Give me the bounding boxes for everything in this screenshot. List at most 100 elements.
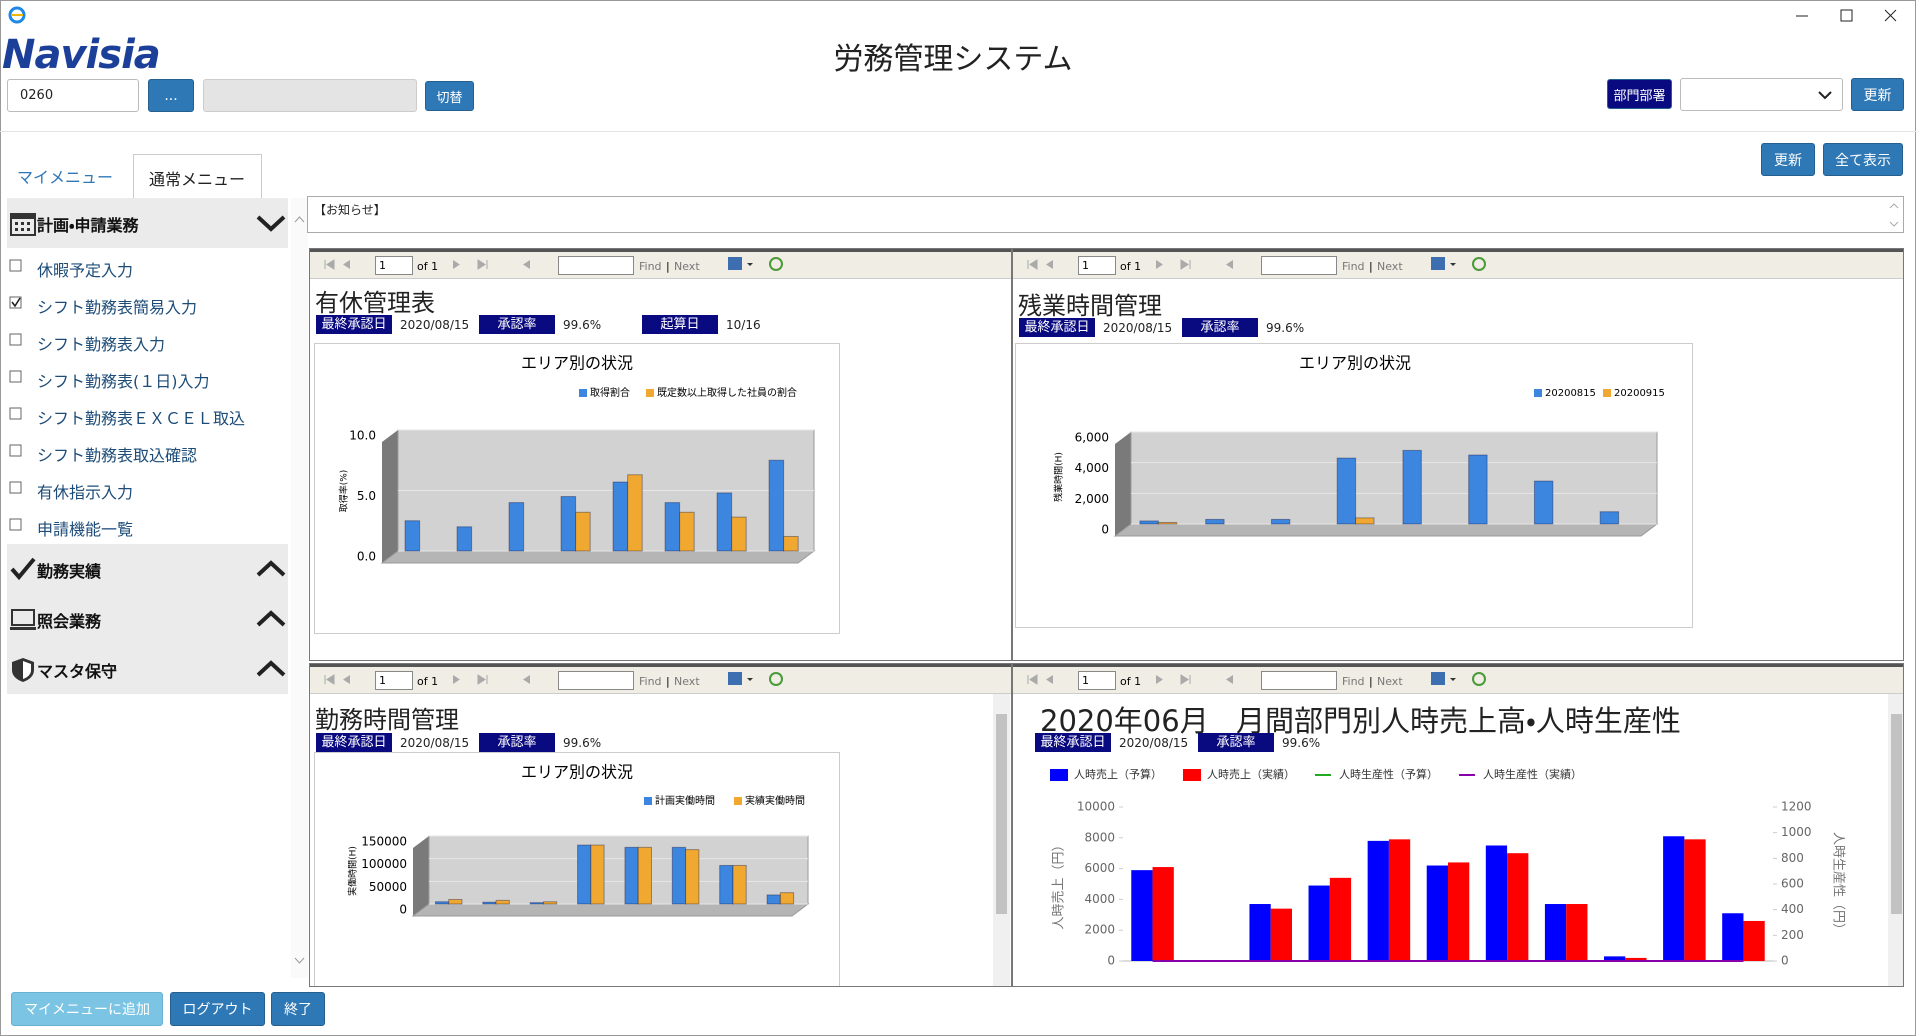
menu-item[interactable]: 申請機能一覧 (7, 507, 288, 544)
find-link[interactable]: Find (1342, 675, 1365, 688)
toolbar-icons[interactable] (1013, 667, 1493, 693)
next-link[interactable]: Next (1377, 675, 1403, 688)
toolbar-icons[interactable] (310, 667, 790, 693)
bar (456, 526, 473, 552)
bar (1604, 956, 1626, 961)
toolbar-icons[interactable] (310, 252, 790, 278)
panel-scrollbar[interactable] (1888, 694, 1903, 986)
update-button[interactable]: 更新 (1851, 78, 1904, 111)
menu-section[interactable]: 計画・申請業務 (7, 198, 288, 248)
bar (590, 844, 605, 905)
app-title: 労務管理システム (833, 42, 1073, 77)
find-link[interactable]: Find (1342, 260, 1365, 273)
find-input[interactable] (558, 671, 634, 690)
dept-select[interactable] (1680, 78, 1843, 111)
legend-swatch (1050, 769, 1068, 781)
y-tick-label: 4000 (1084, 892, 1115, 906)
menu-section[interactable]: マスタ保守 (7, 644, 288, 694)
notice-text: 【お知らせ】 (314, 203, 386, 217)
bar (495, 899, 510, 905)
menu-section[interactable]: 照会業務 (7, 594, 288, 644)
find-link[interactable]: Find (639, 675, 662, 688)
checkbox[interactable] (9, 370, 23, 384)
chevron (256, 610, 286, 627)
separator (0, 131, 1916, 132)
dept-button[interactable]: 部門部署 (1607, 79, 1672, 109)
meta-value: 99.6% (563, 735, 602, 750)
y-tick-label: 0 (1101, 523, 1109, 537)
find-link[interactable]: Find (639, 260, 662, 273)
checkbox[interactable] (9, 444, 23, 458)
lookup-button[interactable]: ... (148, 79, 194, 112)
next-link[interactable]: Next (1377, 260, 1403, 273)
logout-button[interactable]: ログアウト (170, 992, 265, 1026)
menu-item-label: 休暇予定入力 (37, 261, 134, 280)
meta-row: 最終承認日 2020/08/15 承認率 99.6% 起算日 10/16 (316, 314, 805, 334)
checkbox[interactable] (9, 481, 23, 495)
legend-swatch (734, 797, 742, 805)
tab[interactable]: マイメニュー (17, 168, 114, 187)
report-panel: 1 of 1 Find | Next 有休管理表 最終承認日 2020/08/15 承認率 99.… (309, 248, 1012, 661)
report-subtitle: 月間部門別人時売上高・人時生産性 (1236, 704, 1681, 738)
checkbox[interactable] (9, 333, 23, 347)
bar (1663, 836, 1685, 961)
bar (637, 846, 652, 905)
sidebar-scrollbar[interactable] (291, 198, 308, 978)
find-input[interactable] (1261, 671, 1337, 690)
bar (1336, 457, 1357, 525)
page-input[interactable]: 1 (1078, 256, 1116, 275)
tab-active[interactable]: 通常メニュー (133, 154, 262, 199)
legend-label: 人時売上（実績） (1207, 767, 1295, 781)
bar (685, 849, 700, 905)
menu-item[interactable]: 休暇予定入力 (7, 248, 288, 285)
menu-item[interactable]: シフト勤務表入力 (7, 322, 288, 359)
bar (1388, 839, 1411, 961)
code-input[interactable]: 0260 (7, 79, 139, 112)
refresh-button[interactable]: 更新 (1761, 143, 1815, 176)
bar (482, 901, 497, 905)
meta-label: 起算日 (642, 315, 718, 334)
find-input[interactable] (558, 256, 634, 275)
checkbox[interactable] (9, 518, 23, 532)
meta-label: 最終承認日 (316, 733, 392, 752)
find-input[interactable] (1261, 256, 1337, 275)
bar (612, 481, 629, 552)
y-tick-label: 6000 (1084, 861, 1115, 875)
bar (1152, 867, 1174, 961)
toolbar-icons[interactable] (1013, 252, 1493, 278)
page-input[interactable]: 1 (375, 671, 413, 690)
legend-swatch (1534, 389, 1542, 397)
y-tick-label: 50000 (369, 880, 407, 894)
meta-value: 10/16 (726, 317, 761, 332)
window-controls[interactable] (1790, 4, 1906, 28)
page-input[interactable]: 1 (375, 256, 413, 275)
page-input[interactable]: 1 (1078, 671, 1116, 690)
add-to-mymenu-button[interactable]: マイメニューに追加 (11, 992, 163, 1026)
menu-item-label: シフト勤務表入力 (37, 335, 166, 354)
next-link[interactable]: Next (674, 260, 700, 273)
y-axis-label: 実働時間(H) (347, 846, 359, 896)
meta-label: 最終承認日 (1019, 318, 1095, 337)
meta-row: 最終承認日 2020/08/15 承認率 99.6% (1019, 317, 1345, 337)
show-all-button[interactable]: 全て表示 (1823, 143, 1903, 176)
y-tick-label: 2,000 (1075, 492, 1109, 506)
menu-section[interactable]: 勤務実績 (7, 544, 288, 594)
menu-item[interactable]: シフト勤務表ＥＸＣＥＬ取込 (7, 396, 288, 433)
checkbox[interactable] (9, 407, 23, 421)
switch-button[interactable]: 切替 (425, 81, 474, 111)
menu-item-label: シフト勤務表ＥＸＣＥＬ取込 (37, 409, 246, 428)
y2-tick-label: 200 (1781, 928, 1804, 942)
y2-tick-label: 0 (1781, 954, 1789, 968)
checkbox[interactable] (9, 259, 23, 273)
menu-item-label: 有休指示入力 (37, 483, 134, 502)
checkbox[interactable] (9, 296, 23, 310)
y2-tick-label: 1200 (1781, 800, 1812, 814)
menu-item[interactable]: シフト勤務表取込確認 (7, 433, 288, 470)
report-title: 2020年06月 (1040, 704, 1209, 738)
menu-item[interactable]: シフト勤務表簡易入力 (7, 285, 288, 322)
panel-scrollbar[interactable] (993, 694, 1010, 986)
menu-item[interactable]: シフト勤務表(１日)入力 (7, 359, 288, 396)
next-link[interactable]: Next (674, 675, 700, 688)
menu-item[interactable]: 有休指示入力 (7, 470, 288, 507)
exit-button[interactable]: 終了 (271, 992, 325, 1026)
